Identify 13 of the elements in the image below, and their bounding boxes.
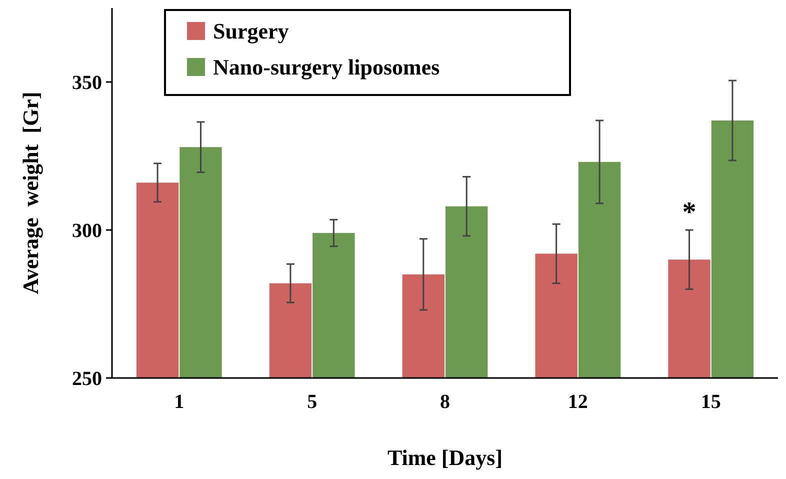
y-tick-label: 300	[72, 220, 102, 242]
annotation: *	[682, 197, 696, 228]
y-tick-label: 250	[72, 368, 102, 390]
legend-label: Nano-surgery liposomes	[213, 54, 440, 80]
x-tick-label: 12	[568, 391, 588, 413]
x-axis-title: Time [Days]	[387, 445, 503, 470]
x-tick-label: 5	[307, 391, 318, 413]
y-axis-title: Average weight [Gr]	[18, 92, 43, 294]
x-tick-label: 8	[440, 391, 450, 413]
x-tick-label: 1	[174, 391, 184, 413]
x-tick-label: 15	[700, 391, 721, 413]
y-tick-label: 350	[72, 72, 102, 94]
legend-label: Surgery	[213, 18, 289, 44]
